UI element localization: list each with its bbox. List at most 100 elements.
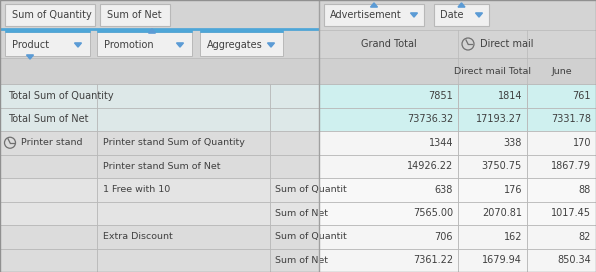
Text: 3750.75: 3750.75 (482, 161, 522, 171)
Bar (200, 30, 283, 32)
Bar (97, 202, 270, 225)
Text: 1 Free with 10: 1 Free with 10 (103, 185, 170, 194)
Text: Sum of Net: Sum of Net (275, 209, 328, 218)
Bar (319, 0, 596, 30)
Bar (458, 225, 527, 249)
Text: Sum of Quantit: Sum of Quantit (275, 232, 347, 241)
Text: 761: 761 (573, 91, 591, 101)
Bar (527, 154, 596, 178)
Text: 706: 706 (434, 232, 453, 242)
Bar (527, 249, 596, 272)
Bar (527, 178, 596, 202)
Bar (458, 30, 596, 58)
Text: Promotion: Promotion (104, 40, 154, 50)
Bar (319, 58, 458, 84)
Bar (97, 107, 270, 131)
Text: 73736.32: 73736.32 (406, 114, 453, 124)
Bar (319, 107, 458, 131)
Bar (0, 131, 97, 154)
Text: 1679.94: 1679.94 (482, 255, 522, 265)
Text: Advertisement: Advertisement (330, 10, 402, 20)
Bar (0, 154, 97, 178)
Bar (97, 131, 270, 154)
Text: 850.34: 850.34 (557, 255, 591, 265)
Text: 176: 176 (504, 185, 522, 195)
Bar (97, 225, 270, 249)
Text: Direct mail: Direct mail (480, 39, 533, 49)
Text: Total Sum of Net: Total Sum of Net (8, 114, 88, 124)
Bar (319, 178, 458, 202)
Bar (0, 84, 97, 107)
Bar (527, 131, 596, 154)
Text: 17193.27: 17193.27 (476, 114, 522, 124)
Bar (5, 4, 95, 26)
Text: June: June (551, 66, 572, 76)
Text: Product: Product (12, 40, 49, 50)
Bar (319, 154, 458, 178)
Bar (0, 0, 319, 30)
Bar (0, 202, 97, 225)
Text: Date: Date (440, 10, 464, 20)
Bar (270, 202, 319, 225)
Polygon shape (148, 29, 156, 33)
Bar (270, 84, 319, 107)
Bar (319, 131, 458, 154)
Bar (0, 107, 97, 131)
Bar (270, 154, 319, 178)
Bar (458, 107, 527, 131)
Bar (458, 58, 527, 84)
Bar (319, 249, 458, 272)
Text: Aggregates: Aggregates (207, 40, 263, 50)
Text: 1867.79: 1867.79 (551, 161, 591, 171)
Text: 7331.78: 7331.78 (551, 114, 591, 124)
Bar (0, 28, 319, 30)
Polygon shape (268, 43, 275, 47)
Bar (319, 84, 458, 107)
Bar (97, 84, 270, 107)
Text: Extra Discount: Extra Discount (103, 232, 173, 241)
Bar (0, 58, 319, 84)
Bar (527, 84, 596, 107)
Bar (0, 225, 97, 249)
Text: 2070.81: 2070.81 (482, 208, 522, 218)
Polygon shape (26, 55, 33, 59)
Bar (270, 225, 319, 249)
Text: Sum of Net: Sum of Net (107, 10, 162, 20)
Bar (0, 30, 319, 58)
Text: 14926.22: 14926.22 (406, 161, 453, 171)
Text: Grand Total: Grand Total (361, 39, 417, 49)
Polygon shape (74, 43, 82, 47)
Text: 82: 82 (579, 232, 591, 242)
Text: 170: 170 (573, 138, 591, 148)
Bar (270, 178, 319, 202)
Text: 1344: 1344 (429, 138, 453, 148)
Bar (458, 178, 527, 202)
Bar (527, 202, 596, 225)
Text: 1814: 1814 (498, 91, 522, 101)
Polygon shape (176, 43, 184, 47)
Bar (5, 32, 90, 56)
Text: 88: 88 (579, 185, 591, 195)
Polygon shape (476, 13, 483, 17)
Bar (458, 131, 527, 154)
Text: 1017.45: 1017.45 (551, 208, 591, 218)
Text: 162: 162 (504, 232, 522, 242)
Bar (527, 58, 596, 84)
Bar (0, 249, 97, 272)
Bar (458, 84, 527, 107)
Bar (97, 249, 270, 272)
Bar (434, 4, 489, 26)
Bar (319, 225, 458, 249)
Bar (200, 32, 283, 56)
Text: 7361.22: 7361.22 (413, 255, 453, 265)
Text: 7851: 7851 (429, 91, 453, 101)
Polygon shape (371, 3, 377, 7)
Text: Sum of Net: Sum of Net (275, 256, 328, 265)
Text: Total Sum of Quantity: Total Sum of Quantity (8, 91, 114, 101)
Text: 338: 338 (504, 138, 522, 148)
Text: Direct mail Total: Direct mail Total (454, 66, 531, 76)
Text: Sum of Quantity: Sum of Quantity (12, 10, 92, 20)
Bar (97, 30, 192, 32)
Bar (458, 154, 527, 178)
Bar (527, 107, 596, 131)
